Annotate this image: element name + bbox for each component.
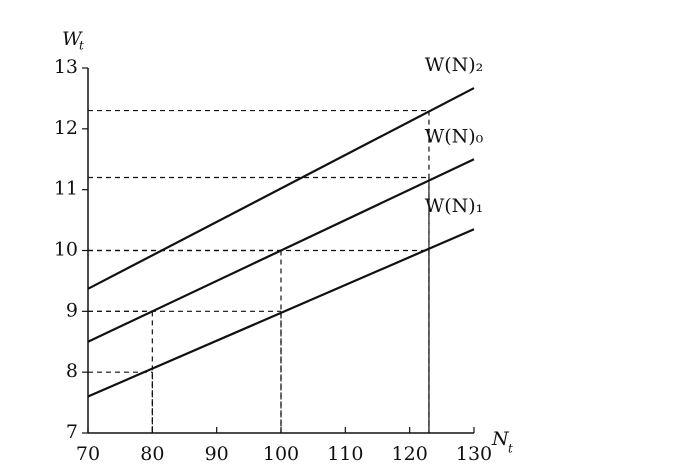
series-line [87, 158, 475, 343]
x-axis-label: N [491, 428, 510, 450]
x-tick-label: 80 [140, 443, 164, 465]
y-tick-label: 9 [66, 299, 78, 321]
y-axis-label-sub: t [79, 39, 84, 53]
x-tick-label: 120 [392, 443, 428, 465]
y-tick-label: 10 [54, 239, 78, 261]
y-tick-label: 7 [66, 421, 78, 443]
y-axis-label: W [62, 28, 83, 50]
series-label: W(N)₂ [425, 54, 484, 76]
x-tick-label: 130 [456, 443, 492, 465]
x-tick-label: 110 [327, 443, 363, 465]
series-line [87, 87, 475, 290]
x-tick-label: 70 [76, 443, 100, 465]
y-tick-label: 11 [54, 178, 78, 200]
series-label: W(N)₀ [425, 125, 484, 147]
series-line [87, 228, 475, 398]
y-tick-label: 12 [54, 117, 78, 139]
x-tick-label: 100 [263, 443, 299, 465]
x-axis-label-sub: t [508, 442, 513, 456]
x-tick-label: 90 [205, 443, 229, 465]
series-label: W(N)₁ [425, 195, 484, 217]
y-tick-label: 13 [54, 56, 78, 78]
y-tick-label: 8 [66, 360, 78, 382]
